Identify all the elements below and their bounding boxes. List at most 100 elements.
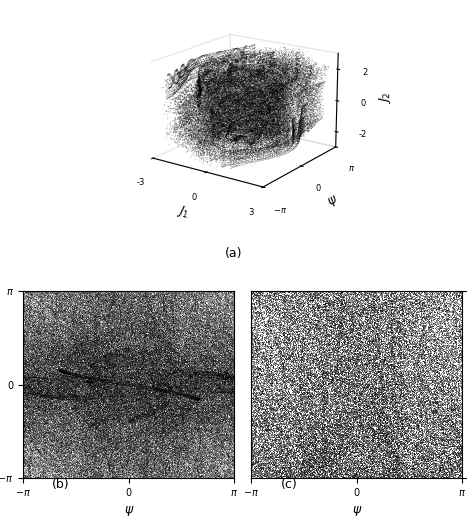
Point <box>151 376 158 384</box>
Point <box>193 398 201 406</box>
Point <box>301 379 308 387</box>
Point <box>137 330 144 338</box>
Point <box>36 382 43 391</box>
Point <box>189 420 196 428</box>
Point <box>219 392 226 400</box>
Point <box>142 392 150 400</box>
Point <box>283 516 290 520</box>
Point <box>263 477 271 485</box>
Point <box>99 407 106 415</box>
Point <box>227 438 234 447</box>
Point <box>166 379 174 387</box>
Point <box>198 411 205 420</box>
Point <box>87 293 94 301</box>
Point <box>49 374 56 383</box>
Point <box>78 350 85 359</box>
Point <box>146 412 153 420</box>
Point <box>270 344 278 352</box>
Point <box>205 442 212 450</box>
Point <box>58 306 66 315</box>
Point <box>167 373 175 381</box>
Point <box>342 381 349 389</box>
Point <box>354 316 361 324</box>
Point <box>300 466 308 475</box>
Point <box>219 305 226 314</box>
Point <box>120 450 128 458</box>
Point <box>453 461 460 470</box>
Point <box>81 328 88 336</box>
Point <box>226 434 234 442</box>
Point <box>283 455 290 463</box>
Point <box>315 303 322 311</box>
Point <box>347 475 354 484</box>
Point <box>364 512 372 520</box>
Point <box>149 390 156 398</box>
Point <box>67 466 74 475</box>
Point <box>67 456 75 464</box>
Point <box>313 361 320 370</box>
Point <box>332 447 340 455</box>
Point <box>390 477 397 485</box>
Point <box>149 387 157 395</box>
Point <box>108 373 115 381</box>
Point <box>54 374 62 382</box>
Point <box>24 388 32 397</box>
Point <box>158 391 166 399</box>
Point <box>325 367 332 375</box>
Point <box>57 410 64 418</box>
Point <box>180 404 187 412</box>
Point <box>178 410 185 418</box>
Point <box>129 395 137 404</box>
Point <box>184 469 191 477</box>
Point <box>127 336 134 345</box>
Point <box>67 297 74 306</box>
Point <box>35 463 42 471</box>
Point <box>416 346 423 354</box>
Point <box>299 484 307 492</box>
Point <box>109 456 116 464</box>
Point <box>194 301 201 309</box>
Point <box>214 397 222 405</box>
Point <box>216 360 224 368</box>
Point <box>42 397 50 405</box>
Point <box>155 462 162 471</box>
Point <box>86 338 94 346</box>
Point <box>98 444 105 452</box>
Point <box>378 376 386 384</box>
Point <box>208 363 215 371</box>
Point <box>52 302 60 310</box>
Point <box>168 460 176 468</box>
Point <box>145 341 153 349</box>
Point <box>178 426 186 435</box>
Point <box>353 350 361 358</box>
Point <box>166 415 174 423</box>
Point <box>358 472 366 480</box>
Point <box>159 435 166 444</box>
Point <box>163 321 170 329</box>
Point <box>206 385 214 393</box>
Point <box>42 351 50 359</box>
Point <box>230 408 238 417</box>
Point <box>54 394 61 402</box>
Point <box>109 361 117 369</box>
Point <box>67 428 74 437</box>
Point <box>142 386 149 395</box>
Point <box>80 450 87 459</box>
Point <box>207 421 215 429</box>
Point <box>291 502 299 511</box>
Point <box>55 344 62 352</box>
Point <box>94 467 101 476</box>
Point <box>111 418 119 426</box>
Point <box>128 361 135 369</box>
Point <box>156 449 164 458</box>
Point <box>78 374 85 383</box>
Point <box>183 313 190 321</box>
Point <box>53 346 60 355</box>
Point <box>211 387 218 395</box>
Point <box>67 437 74 446</box>
Point <box>249 355 257 363</box>
Point <box>84 352 92 360</box>
Point <box>110 464 118 473</box>
Point <box>140 353 147 361</box>
Point <box>81 363 89 371</box>
